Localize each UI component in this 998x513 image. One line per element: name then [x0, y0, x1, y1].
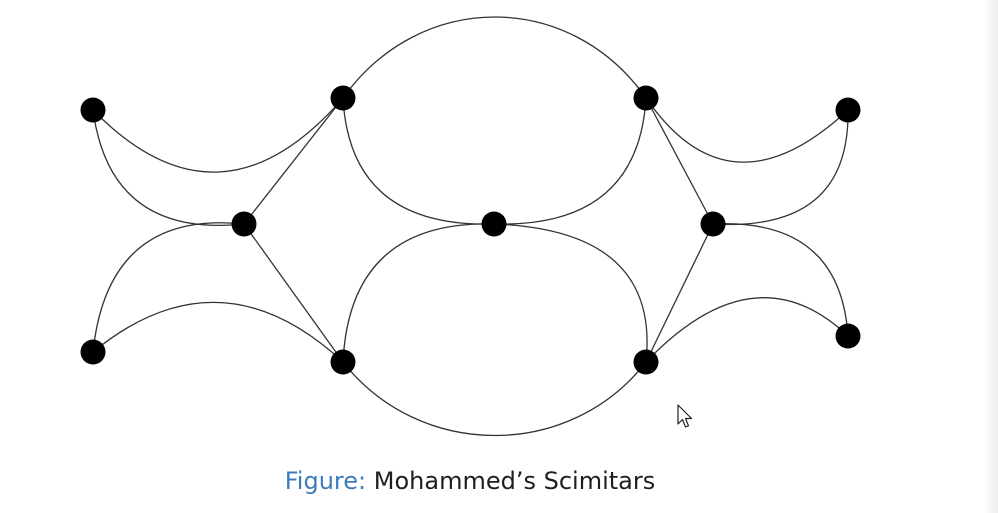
edge-top-outer-arc — [342, 16, 647, 99]
edge-right-mid-top — [645, 97, 714, 225]
edge-left-top-inner — [92, 109, 245, 226]
node-left-bottom — [80, 339, 106, 365]
edge-top-inner-left — [342, 97, 495, 225]
edge-right-bottom-arc — [645, 297, 849, 363]
node-right-top — [835, 97, 861, 123]
node-left-top — [80, 97, 106, 123]
window-edge-shadow — [984, 0, 998, 513]
edge-left-mid-top — [243, 97, 344, 225]
node-center-top-right — [633, 85, 659, 111]
edge-right-top-arc — [645, 97, 849, 163]
mouse-pointer-icon — [677, 404, 693, 428]
caption-text: Mohammed’s Scimitars — [373, 467, 656, 495]
node-center-bottom-right — [633, 349, 659, 375]
node-center — [481, 211, 507, 237]
edge-bottom-inner-right — [493, 223, 648, 363]
node-center-bottom-left — [330, 349, 356, 375]
node-right-bottom — [835, 323, 861, 349]
node-left-middle — [231, 211, 257, 237]
edge-left-bottom-inner — [92, 222, 245, 353]
edge-top-inner-right — [493, 97, 647, 225]
node-center-top-left — [330, 85, 356, 111]
edge-right-mid-bottom — [645, 223, 714, 363]
edge-bottom-inner-left — [342, 223, 495, 363]
caption-prefix: Figure: — [284, 467, 367, 495]
figure-caption: Figure: Mohammed’s Scimitars — [0, 463, 940, 499]
node-right-middle — [700, 211, 726, 237]
edge-right-bottom-inner — [712, 223, 849, 337]
edge-right-top-inner — [712, 109, 849, 226]
edge-left-top-arc — [92, 97, 344, 173]
edge-left-bottom-arc — [92, 301, 344, 363]
edge-left-mid-bottom — [243, 223, 344, 363]
edge-bottom-outer-arc — [342, 361, 647, 437]
